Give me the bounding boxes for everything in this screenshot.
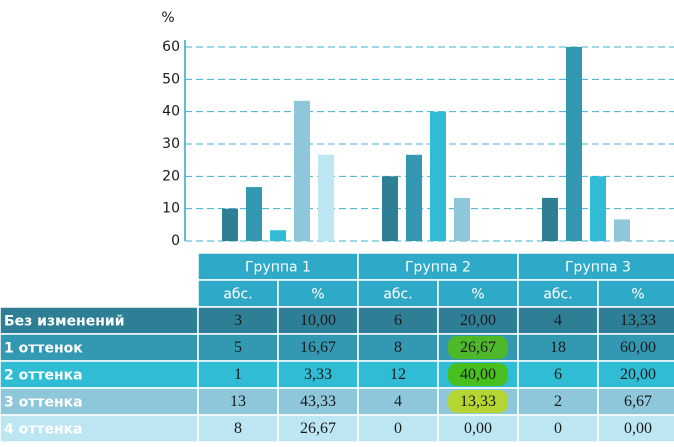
y-tick-label: 10 (162, 201, 180, 217)
percent-value: 10,00 (300, 312, 336, 329)
cell (197, 360, 279, 389)
group-header: Группа 3 (565, 260, 631, 276)
cell (597, 333, 674, 362)
highlight (448, 390, 508, 413)
cell (357, 333, 439, 362)
abs-value: 4 (394, 393, 402, 410)
y-axis-label: % (161, 10, 174, 26)
highlight (448, 336, 508, 359)
bar (406, 154, 422, 241)
bar (382, 176, 398, 241)
column-header: абс. (543, 287, 572, 303)
abs-value: 18 (550, 339, 566, 356)
abs-value: 4 (554, 312, 562, 329)
abs-value: 8 (394, 339, 402, 356)
row-label: 4 оттенка (4, 422, 83, 438)
bar (590, 176, 606, 241)
cell (277, 333, 359, 362)
column-header: % (631, 287, 644, 303)
column-header: абс. (223, 287, 252, 303)
abs-value: 3 (234, 312, 242, 329)
bar (430, 111, 446, 242)
percent-value: 13,33 (460, 393, 496, 410)
group-header: Группа 2 (405, 260, 471, 276)
subheader-cell (437, 279, 519, 308)
cell (197, 306, 279, 335)
cell (357, 387, 439, 416)
bar (566, 47, 582, 241)
y-tick-label: 0 (171, 233, 180, 249)
row-label: 3 оттенка (4, 395, 83, 411)
abs-value: 12 (390, 366, 406, 383)
bar (270, 230, 286, 241)
y-tick-label: 40 (162, 104, 180, 120)
row-label: Без изменений (4, 314, 125, 330)
bar (294, 100, 310, 242)
cell (597, 306, 674, 335)
row-label: 2 оттенка (4, 368, 83, 384)
column-header: абс. (383, 287, 412, 303)
cell (357, 414, 439, 443)
bar (318, 154, 334, 241)
percent-value: 60,00 (620, 339, 656, 356)
subheader-cell (517, 279, 599, 308)
row-label-cell (0, 360, 199, 389)
bar (454, 197, 470, 241)
cell (517, 414, 599, 443)
bar (614, 219, 630, 241)
abs-value: 6 (554, 366, 562, 383)
percent-value: 3,33 (304, 366, 332, 383)
cell (597, 414, 674, 443)
abs-value: 2 (554, 393, 562, 410)
group-header: Группа 1 (245, 260, 311, 276)
bar (542, 197, 558, 241)
column-header: % (471, 287, 484, 303)
abs-value: 0 (394, 420, 402, 437)
percent-value: 20,00 (620, 366, 656, 383)
bar (222, 208, 238, 241)
subheader-cell (597, 279, 674, 308)
abs-value: 5 (234, 339, 242, 356)
percent-value: 13,33 (620, 312, 656, 329)
percent-value: 16,67 (300, 339, 336, 356)
abs-value: 13 (230, 393, 246, 410)
abs-value: 6 (394, 312, 402, 329)
bar (246, 187, 262, 241)
abs-value: 1 (234, 366, 242, 383)
abs-value: 8 (234, 420, 242, 437)
header-cell (197, 252, 359, 281)
percent-value: 0,00 (464, 420, 492, 437)
percent-value: 26,67 (460, 339, 496, 356)
percent-value: 6,67 (624, 393, 652, 410)
percent-value: 43,33 (300, 393, 336, 410)
percent-value: 0,00 (624, 420, 652, 437)
percent-value: 26,67 (300, 420, 336, 437)
percent-value: 40,00 (460, 366, 496, 383)
row-label: 1 оттенок (4, 341, 83, 357)
cell (277, 414, 359, 443)
y-tick-label: 30 (162, 136, 180, 152)
highlight (448, 363, 508, 386)
abs-value: 0 (554, 420, 562, 437)
y-tick-label: 50 (162, 71, 180, 87)
cell (597, 387, 674, 416)
column-header: % (311, 287, 324, 303)
cell (437, 306, 519, 335)
y-tick-label: 20 (162, 168, 180, 184)
percent-value: 20,00 (460, 312, 496, 329)
y-tick-label: 60 (162, 39, 180, 55)
